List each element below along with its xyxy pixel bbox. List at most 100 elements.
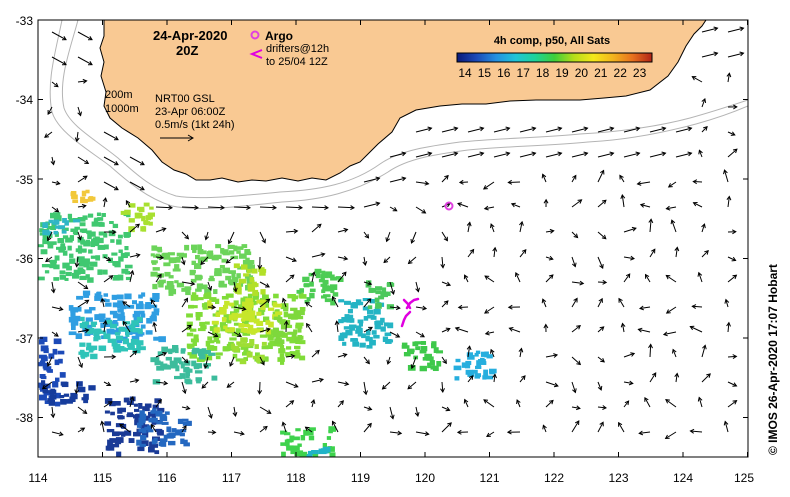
sst-cell (116, 452, 121, 457)
sst-cell (136, 304, 144, 310)
sst-cell (199, 355, 206, 360)
sst-cell (90, 354, 97, 359)
colorbar-tick-label: 20 (575, 66, 589, 80)
sst-cell (41, 380, 45, 385)
sst-cell (84, 309, 91, 313)
plot-area (38, 20, 748, 458)
sst-cell (375, 298, 380, 303)
sst-cell (369, 288, 374, 293)
sst-cell (242, 312, 248, 317)
model-date: 23-Apr 06:00Z (155, 106, 226, 118)
sst-cell (97, 269, 102, 274)
drifter-legend-line1: drifters@12h (266, 43, 329, 55)
sst-cell (349, 325, 356, 329)
sst-cell (342, 342, 346, 346)
sst-cell (116, 239, 122, 244)
sst-cell (268, 308, 274, 311)
sst-cell (278, 348, 285, 353)
sst-cell (216, 312, 221, 317)
sst-cell (455, 376, 460, 380)
sst-cell (176, 257, 181, 263)
sst-cell (404, 352, 411, 356)
x-tick-label: 122 (544, 471, 564, 485)
sst-cell (222, 259, 227, 263)
sst-cell (167, 433, 174, 438)
sst-cell (187, 346, 192, 349)
sst-cell (71, 316, 76, 321)
y-tick-label: -38 (16, 411, 34, 425)
sst-cell (195, 289, 202, 292)
sst-cell (144, 203, 150, 207)
sst-cell (66, 266, 72, 271)
sst-cell (359, 302, 364, 305)
argo-legend-label: Argo (265, 29, 293, 43)
sst-cell (117, 308, 124, 312)
sst-cell (49, 390, 56, 395)
sst-cell (95, 255, 100, 260)
x-tick-label: 116 (157, 471, 176, 485)
sst-cell (138, 329, 143, 334)
sst-cell (103, 334, 110, 339)
sst-cell (38, 244, 44, 247)
sst-cell (328, 430, 333, 433)
sst-cell (268, 322, 274, 328)
sst-cell (351, 338, 358, 341)
sst-cell (181, 348, 186, 351)
sst-cell (125, 398, 130, 403)
sst-cell (247, 269, 251, 273)
sst-cell (115, 332, 120, 335)
isobath-1000m-label: 1000m (105, 103, 139, 115)
sst-cell (290, 450, 297, 454)
sst-cell (131, 328, 135, 332)
sst-cell (174, 376, 182, 379)
sst-cell (361, 333, 366, 338)
sst-cell (364, 316, 368, 321)
sst-cell (138, 403, 142, 409)
sst-cell (421, 341, 426, 345)
sst-cell (113, 224, 118, 228)
sst-cell (142, 226, 146, 231)
sst-cell (116, 313, 123, 318)
x-tick-label: 120 (415, 471, 435, 485)
colorbar-tick-label: 23 (633, 66, 647, 80)
sst-cell (236, 250, 240, 254)
sst-cell (137, 423, 142, 428)
sst-cell (341, 317, 349, 322)
sst-cell (147, 429, 153, 432)
sst-cell (415, 341, 422, 344)
sst-cell (60, 395, 65, 398)
sst-cell (135, 213, 141, 219)
sst-cell (238, 323, 244, 328)
sst-cell (338, 335, 344, 341)
sst-cell (292, 295, 298, 299)
sst-cell (250, 277, 255, 283)
sst-cell (249, 302, 254, 308)
sst-cell (212, 376, 218, 381)
sst-cell (53, 277, 59, 281)
sst-cell (482, 375, 486, 379)
sst-cell (372, 330, 377, 335)
sst-cell (216, 352, 223, 355)
sst-cell (144, 304, 151, 309)
sst-cell (243, 273, 249, 276)
sst-cell (104, 245, 109, 250)
sst-cell (251, 269, 257, 274)
sst-cell (113, 401, 121, 406)
sst-cell (242, 302, 250, 307)
sst-cell (360, 343, 366, 348)
sst-cell (367, 314, 375, 318)
sst-cell (348, 309, 353, 313)
sst-cell (58, 359, 63, 364)
sst-cell (117, 408, 122, 414)
sst-cell (57, 238, 64, 243)
sst-cell (41, 376, 47, 379)
sst-cell (309, 282, 314, 287)
sst-cell (140, 444, 146, 447)
sst-cell (260, 289, 265, 294)
y-tick-label: -36 (16, 252, 34, 266)
x-tick-label: 117 (222, 471, 241, 485)
sst-cell (299, 340, 306, 344)
sst-cell (127, 412, 133, 416)
sst-cell (274, 317, 279, 320)
colorbar-tick-label: 15 (478, 66, 492, 80)
